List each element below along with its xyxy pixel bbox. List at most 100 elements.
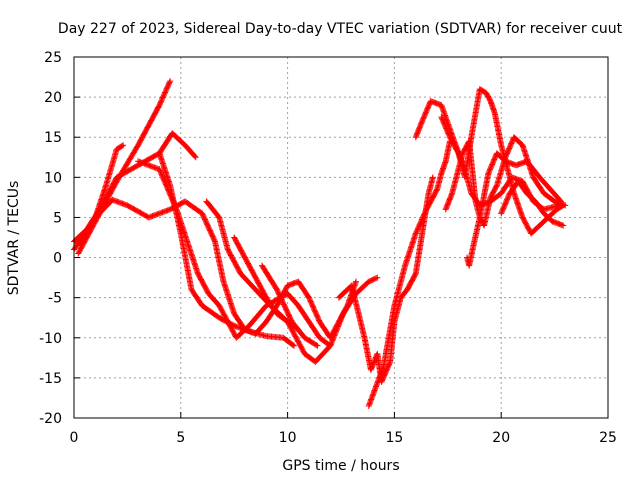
data-point [333,327,340,334]
data-point [291,342,298,349]
data-point [333,326,340,333]
data-point [485,169,492,176]
data-point [379,377,386,384]
data-point [156,167,163,174]
data-point [423,106,430,113]
data-point [487,165,494,172]
data-point [159,94,166,101]
data-point [423,108,430,115]
data-point [162,89,169,96]
data-point [329,337,336,344]
data-point [380,375,387,382]
data-point [489,160,496,167]
data-point [161,90,168,97]
data-point [429,174,436,181]
data-point [327,341,334,348]
data-point [413,227,420,234]
data-point [416,222,423,229]
data-point [159,95,166,102]
data-point [419,116,426,123]
data-point [506,144,513,151]
data-point [163,85,170,92]
data-point [442,122,449,129]
data-points [71,78,569,409]
y-axis-label: SDTVAR / TECUs [6,181,22,296]
data-point [485,170,492,177]
data-point [505,148,512,155]
data-point [120,142,127,149]
data-point [332,329,339,336]
data-point [507,141,514,148]
data-point [327,342,334,349]
y-tick-label: 25 [44,50,62,66]
data-point [440,119,447,126]
data-point [305,294,312,301]
data-point [313,311,320,318]
data-point [315,316,322,323]
data-point [414,226,421,233]
data-point [490,157,497,164]
data-point [313,342,320,349]
data-point [426,101,433,108]
data-point [307,298,314,305]
data-point [493,183,500,190]
data-series [258,262,321,349]
data-point [119,142,126,149]
data-series [365,138,453,409]
chart-title: Day 227 of 2023, Sidereal Day-to-day VTE… [58,21,623,37]
data-point [191,153,198,160]
data-point [338,315,345,322]
data-point [421,111,428,118]
data-point [505,192,512,199]
data-point [289,341,296,348]
data-point [166,79,173,86]
data-point [378,378,385,385]
data-point [486,166,493,173]
data-point [490,159,497,166]
data-series [438,86,567,237]
data-point [425,103,432,110]
data-point [314,313,321,320]
data-point [433,187,440,194]
x-tick-label: 15 [385,430,403,446]
data-point [312,309,319,316]
data-point [313,312,320,319]
data-point [156,102,163,109]
data-point [504,195,511,202]
data-point [336,319,343,326]
data-point [328,338,335,345]
data-point [309,303,316,310]
x-tick-label: 0 [70,430,79,446]
tick-labels: 0 5 10 15 20 25 -20 -15 -10 -5 0 5 10 15 20 25 [39,50,617,446]
data-point [454,149,461,156]
y-tick-label: 15 [44,130,62,146]
data-point [337,318,344,325]
data-point [439,116,446,123]
data-point [160,93,167,100]
data-point [373,275,380,282]
data-point [381,372,388,379]
data-point [443,125,450,132]
data-point [419,215,426,222]
data-series [498,178,567,229]
data-point [337,317,344,324]
data-point [314,342,321,349]
data-point [335,323,342,330]
data-point [307,297,314,304]
data-point [167,78,174,85]
x-axis-label: GPS time / hours [282,458,399,474]
data-point [386,361,393,368]
data-point [422,109,429,116]
data-point [444,127,451,134]
data-point [559,203,566,210]
data-point [439,117,446,124]
x-tick-label: 5 [176,430,185,446]
data-point [508,140,515,147]
data-point [438,114,445,121]
data-point [164,83,171,90]
data-point [331,332,338,339]
data-point [422,208,429,215]
y-tick-label: 10 [44,170,62,186]
data-point [488,164,495,171]
